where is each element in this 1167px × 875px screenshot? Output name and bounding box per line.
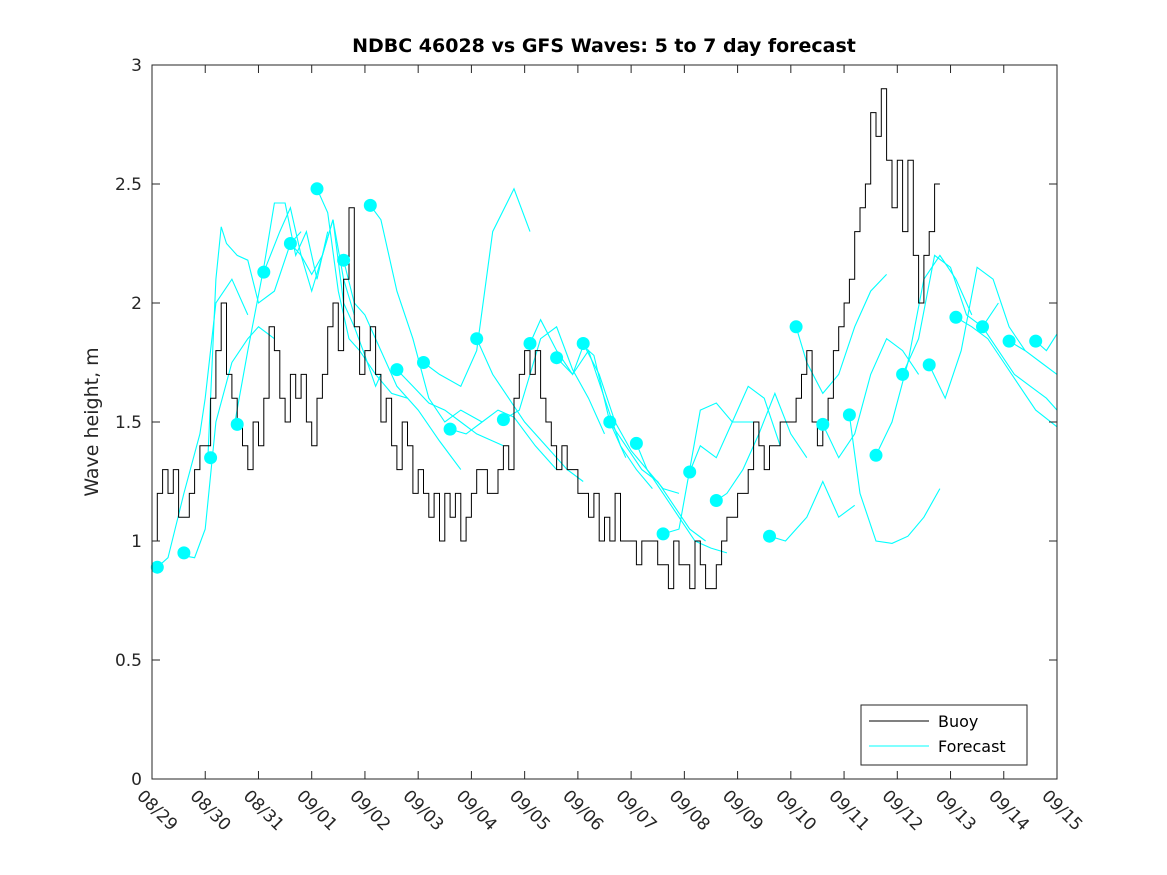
forecast-start-point	[523, 337, 537, 350]
forecast-start-point	[257, 265, 271, 279]
forecast-start-point	[230, 417, 244, 431]
forecast-line	[423, 187, 531, 388]
forecast-start-point	[629, 436, 643, 450]
y-tick-label: 3	[131, 56, 142, 76]
forecast-line	[1008, 340, 1058, 375]
forecast-start-point	[310, 182, 324, 196]
forecast-start-point	[896, 367, 910, 381]
forecast-line	[848, 414, 941, 544]
forecast-line	[316, 188, 408, 399]
legend-box	[860, 704, 1028, 766]
forecast-start-point	[976, 320, 989, 334]
forecast-start-point	[1029, 334, 1043, 348]
y-tick-label: 1.5	[115, 413, 142, 433]
forecast-start-point	[337, 253, 351, 267]
forecast-start-point	[470, 332, 484, 346]
forecast-start-point	[283, 237, 297, 250]
forecast-line	[181, 326, 275, 559]
forecast-line	[982, 326, 1058, 411]
legend-buoy-label: Buoy	[938, 712, 978, 731]
forecast-start-point	[842, 408, 856, 422]
forecast-line	[154, 278, 249, 571]
forecast-start-point	[177, 546, 191, 560]
forecast-start-point	[789, 320, 803, 334]
y-tick-label: 2.5	[115, 175, 142, 195]
forecast-start-point	[816, 417, 830, 431]
legend: Buoy Forecast	[860, 704, 1028, 766]
y-ticks: 0 0.5 1 1.5 2 2.5 3	[115, 56, 1057, 790]
forecast-start-point	[656, 527, 670, 541]
forecast-line	[207, 226, 302, 458]
forecast-line	[369, 205, 483, 423]
forecast-line	[822, 337, 920, 459]
forecast-line	[503, 325, 606, 435]
forecast-line	[689, 385, 781, 473]
forecast-line	[449, 409, 558, 470]
forecast-start-point	[763, 529, 776, 543]
y-tick-label: 0	[131, 770, 142, 790]
y-tick-label: 2	[131, 294, 142, 314]
forecast-line	[396, 369, 504, 447]
buoy-line	[152, 88, 940, 590]
forecast-start-point	[603, 415, 617, 429]
forecast-start-point	[417, 356, 430, 369]
forecast-start-point	[204, 451, 218, 465]
series-layer	[150, 88, 1058, 590]
forecast-start-point	[709, 494, 723, 507]
forecast-line	[529, 318, 627, 458]
forecast-start-point	[150, 560, 164, 574]
y-tick-label: 1	[131, 532, 142, 552]
forecast-start-point	[922, 358, 936, 372]
forecast-line	[635, 443, 728, 554]
forecast-start-point	[550, 351, 564, 365]
forecast-line	[343, 260, 462, 470]
forecast-start-point	[1002, 334, 1016, 348]
forecast-start-point	[949, 310, 963, 324]
y-axis-label: Wave height, m	[81, 347, 103, 496]
forecast-line	[769, 480, 856, 542]
forecast-line	[556, 349, 653, 489]
forecast-start-point	[869, 448, 883, 462]
forecast-line	[955, 316, 1058, 428]
forecast-line	[928, 266, 1026, 400]
y-tick-label: 0.5	[115, 651, 142, 671]
forecast-line	[233, 202, 329, 425]
forecast-start-point	[363, 198, 377, 212]
forecast-start-point	[390, 363, 404, 377]
chart-title: NDBC 46028 vs GFS Waves: 5 to 7 day fore…	[352, 35, 856, 57]
legend-forecast-label: Forecast	[938, 737, 1006, 756]
forecast-start-point	[443, 422, 457, 436]
forecast-start-point	[683, 465, 697, 479]
forecast-start-point	[496, 413, 510, 427]
forecast-start-point	[576, 337, 590, 350]
forecast-line	[609, 421, 706, 542]
